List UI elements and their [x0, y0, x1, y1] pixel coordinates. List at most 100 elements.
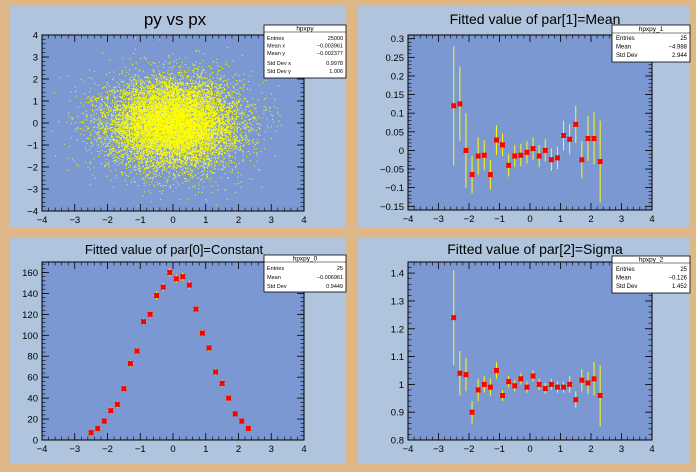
scatter-point [196, 49, 198, 51]
scatter-point [141, 116, 143, 118]
scatter-point [168, 151, 169, 153]
scatter-point [126, 105, 128, 107]
scatter-point [186, 158, 188, 160]
scatter-point [127, 117, 129, 119]
scatter-point [172, 86, 174, 88]
scatter-point [137, 153, 139, 155]
scatter-point [232, 113, 233, 115]
scatter-point [119, 114, 121, 116]
scatter-point [151, 96, 153, 98]
scatter-point [123, 88, 125, 90]
scatter-point [217, 89, 219, 91]
scatter-point [159, 106, 161, 108]
scatter-point [228, 110, 230, 112]
scatter-point [249, 130, 251, 132]
scatter-point [104, 164, 106, 166]
scatter-point [219, 160, 221, 162]
scatter-point [163, 88, 165, 90]
scatter-point [201, 149, 202, 150]
scatter-point [141, 94, 143, 96]
scatter-point [146, 85, 148, 86]
scatter-point [198, 99, 200, 101]
scatter-point [252, 97, 254, 99]
scatter-point [132, 102, 134, 104]
scatter-point [90, 134, 92, 136]
scatter-point [220, 110, 222, 112]
scatter-point [152, 135, 154, 137]
scatter-point [133, 137, 135, 139]
scatter-point [159, 147, 161, 149]
scatter-point [196, 82, 198, 84]
scatter-point [235, 118, 237, 120]
scatter-point [209, 107, 211, 109]
scatter-point [138, 95, 140, 97]
scatter-point [199, 133, 201, 135]
scatter-point [111, 143, 113, 145]
scatter-point [189, 143, 191, 144]
scatter-point [150, 129, 152, 131]
scatter-point [190, 104, 192, 106]
scatter-point [247, 103, 249, 105]
scatter-point [184, 91, 186, 93]
scatter-point [184, 116, 186, 117]
scatter-point [198, 102, 200, 104]
scatter-point [162, 164, 163, 166]
scatter-point [114, 90, 116, 92]
scatter-point [193, 118, 195, 120]
scatter-point [95, 132, 97, 134]
scatter-point [191, 138, 192, 140]
scatter-point [269, 110, 271, 112]
scatter-point [114, 98, 116, 100]
scatter-point [179, 67, 181, 69]
scatter-point [88, 97, 90, 99]
scatter-point [154, 159, 156, 161]
scatter-point [204, 126, 206, 128]
scatter-point [193, 114, 195, 116]
scatter-point [178, 71, 180, 73]
scatter-point [216, 132, 218, 134]
scatter-point [218, 101, 219, 103]
scatter-point [160, 89, 162, 91]
scatter-point [159, 90, 161, 92]
scatter-point [149, 153, 151, 155]
scatter-point [161, 154, 162, 156]
scatter-point [188, 119, 190, 121]
scatter-point [141, 134, 143, 136]
scatter-point [125, 141, 126, 143]
scatter-point [163, 152, 165, 154]
scatter-point [112, 129, 113, 131]
scatter-point [159, 118, 161, 120]
scatter-point [125, 163, 127, 165]
scatter-point [91, 78, 93, 80]
scatter-point [192, 120, 193, 122]
scatter-point [148, 139, 150, 141]
scatter-point [152, 69, 154, 71]
scatter-point [216, 114, 218, 116]
scatter-point [124, 74, 126, 76]
scatter-point [199, 121, 200, 123]
scatter-point [228, 139, 230, 141]
scatter-point [177, 84, 179, 86]
scatter-point [169, 151, 171, 153]
scatter-point [212, 141, 214, 143]
scatter-point [136, 113, 138, 115]
scatter-point [123, 141, 125, 143]
scatter-point [170, 94, 172, 96]
scatter-point [145, 111, 146, 113]
scatter-point [231, 97, 233, 99]
scatter-point [141, 122, 143, 124]
scatter-point [207, 85, 209, 86]
scatter-point [137, 100, 139, 102]
scatter-point [133, 89, 135, 90]
scatter-point [208, 125, 210, 127]
scatter-point [208, 65, 210, 67]
scatter-point [133, 160, 135, 162]
scatter-point [203, 167, 205, 169]
scatter-point [201, 85, 203, 87]
scatter-point [173, 183, 175, 185]
scatter-point [86, 116, 88, 118]
scatter-point [133, 140, 135, 141]
scatter-point [140, 82, 142, 84]
scatter-point [231, 143, 233, 145]
scatter-point [105, 96, 107, 98]
